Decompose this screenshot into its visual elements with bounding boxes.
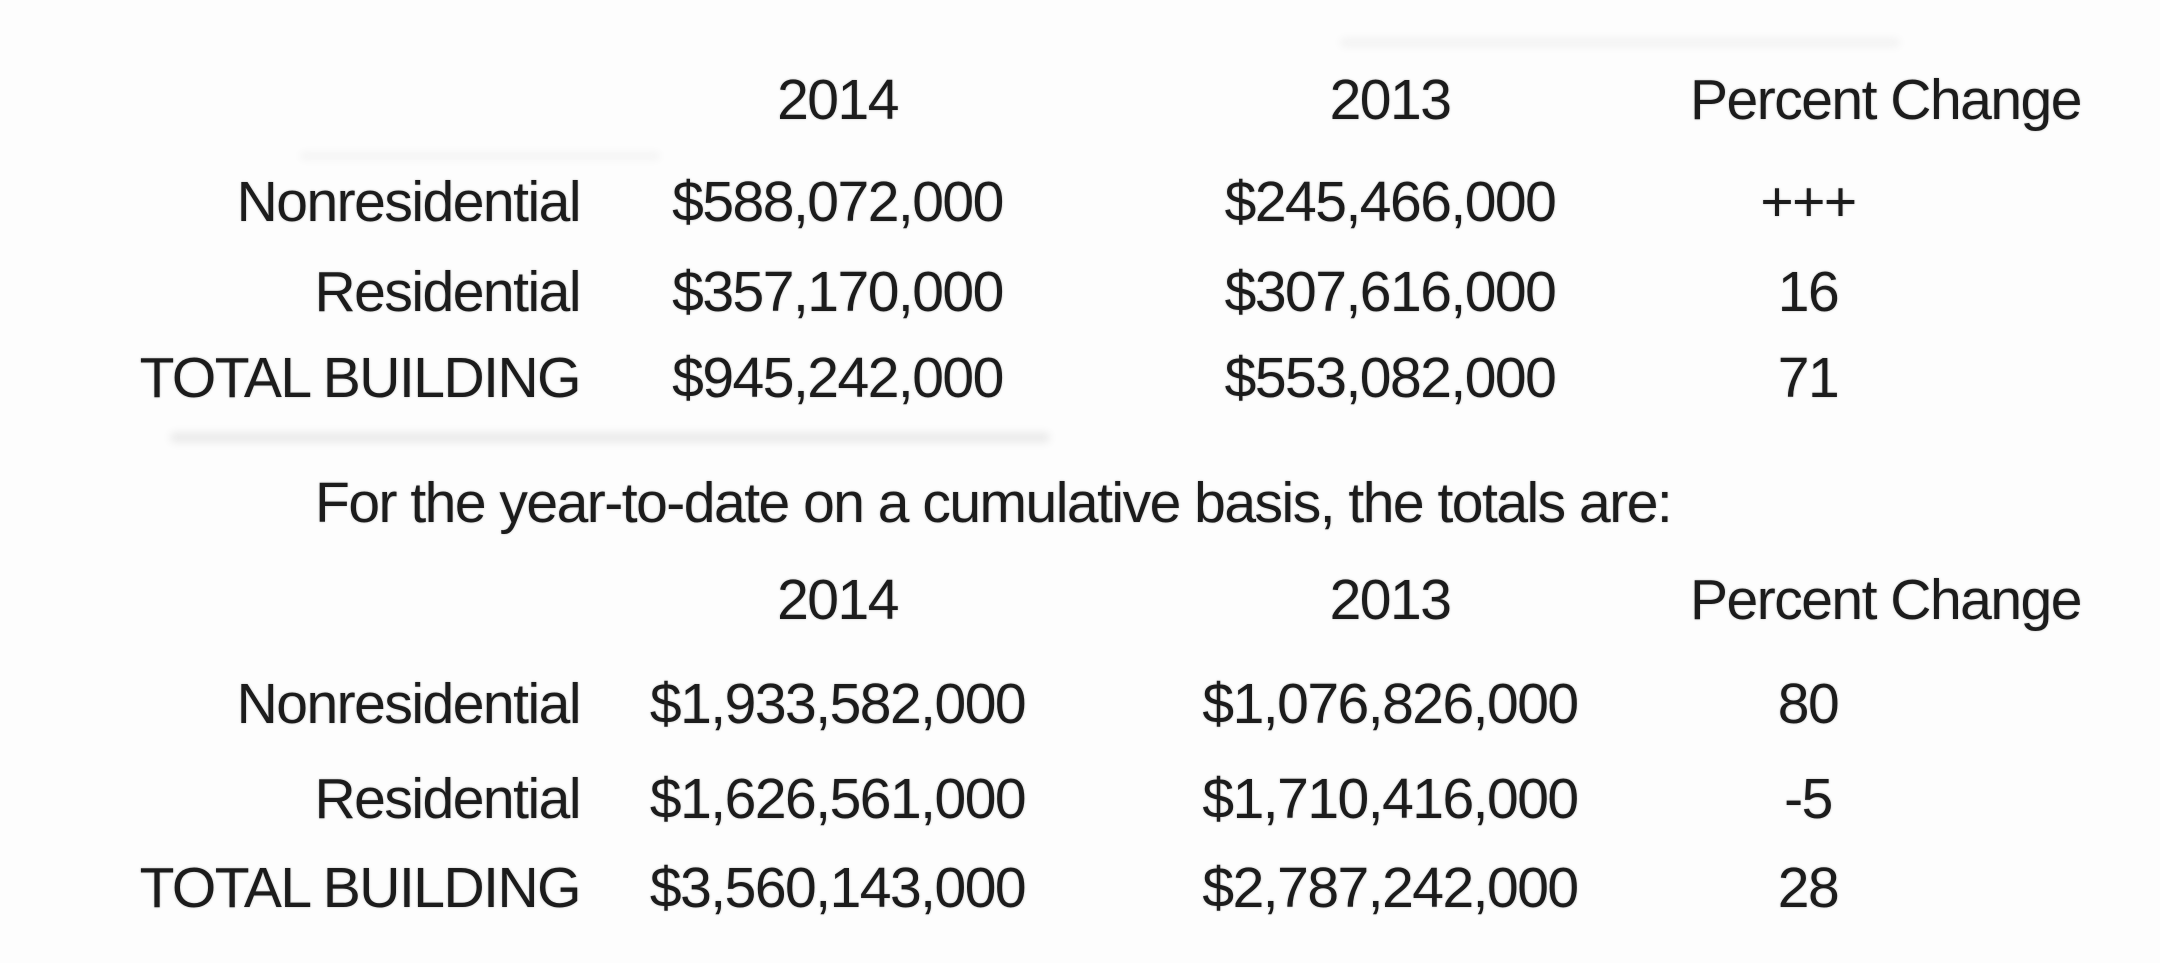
ytd-nonresidential-label: Nonresidential [236, 672, 582, 736]
table-row-ytd-residential: Residential $1,626,561,000 $1,710,416,00… [0, 771, 2160, 828]
ytd-nonresidential-percent-cell: 80 [1690, 676, 2050, 733]
scan-smudge [300, 152, 660, 160]
scan-smudge [170, 432, 1050, 443]
ytd-total-label: TOTAL BUILDING [139, 856, 582, 920]
monthly-nonresidential-percent-cell: +++ [1690, 174, 2050, 231]
table-row-monthly-total: TOTAL BUILDING $945,242,000 $553,082,000… [0, 350, 2160, 407]
ytd-residential-percent-value: -5 [1784, 767, 1833, 831]
monthly-nonresidential-percent-value: +++ [1760, 170, 1857, 234]
ytd-total-percent-value: 28 [1777, 856, 1840, 920]
ytd-header-percent-change: Percent Change [1690, 568, 2082, 632]
ytd-total-2014-value: $3,560,143,000 [649, 856, 1027, 920]
ytd-residential-percent-cell: -5 [1690, 771, 2050, 828]
ytd-total-percent-cell: 28 [1690, 860, 2050, 917]
ytd-nonresidential-2013-value: $1,076,826,000 [1202, 672, 1579, 736]
ytd-header-2013: 2013 [1329, 568, 1452, 632]
monthly-nonresidential-2014-value: $588,072,000 [672, 170, 1004, 234]
monthly-header-spacer [0, 72, 585, 129]
ytd-total-2013-value: $2,787,242,000 [1202, 856, 1579, 920]
ytd-header-2014: 2014 [777, 568, 899, 632]
monthly-header-2013: 2013 [1329, 68, 1452, 132]
monthly-residential-2014-value: $357,170,000 [672, 260, 1004, 324]
monthly-residential-label: Residential [314, 260, 582, 324]
table-row-ytd-nonresidential: Nonresidential $1,933,582,000 $1,076,826… [0, 676, 2160, 733]
monthly-residential-2013-value: $307,616,000 [1224, 260, 1557, 324]
table-row-monthly-nonresidential: Nonresidential $588,072,000 $245,466,000… [0, 174, 2160, 231]
table-row-ytd-total: TOTAL BUILDING $3,560,143,000 $2,787,242… [0, 860, 2160, 917]
monthly-nonresidential-label: Nonresidential [236, 170, 582, 234]
monthly-residential-percent-value: 16 [1777, 260, 1840, 324]
monthly-total-label: TOTAL BUILDING [139, 346, 582, 410]
monthly-total-percent-cell: 71 [1690, 350, 2050, 407]
monthly-header-2014: 2014 [777, 68, 899, 132]
monthly-total-2013-value: $553,082,000 [1224, 346, 1557, 410]
ytd-header-row: 2014 2013 Percent Change [0, 572, 2160, 629]
ytd-note: For the year-to-date on a cumulative bas… [315, 471, 1673, 535]
scan-smudge [1340, 38, 1900, 47]
table-row-monthly-residential: Residential $357,170,000 $307,616,000 16 [0, 264, 2160, 321]
ytd-residential-label: Residential [314, 767, 582, 831]
monthly-header-row: 2014 2013 Percent Change [0, 72, 2160, 129]
ytd-header-spacer [0, 572, 585, 629]
ytd-nonresidential-percent-value: 80 [1777, 672, 1840, 736]
ytd-residential-2014-value: $1,626,561,000 [649, 767, 1027, 831]
monthly-nonresidential-2013-value: $245,466,000 [1224, 170, 1557, 234]
monthly-total-percent-value: 71 [1777, 346, 1840, 410]
ytd-residential-2013-value: $1,710,416,000 [1202, 767, 1579, 831]
monthly-total-2014-value: $945,242,000 [672, 346, 1004, 410]
monthly-residential-percent-cell: 16 [1690, 264, 2050, 321]
ytd-nonresidential-2014-value: $1,933,582,000 [649, 672, 1027, 736]
monthly-header-percent-change: Percent Change [1690, 68, 2082, 132]
